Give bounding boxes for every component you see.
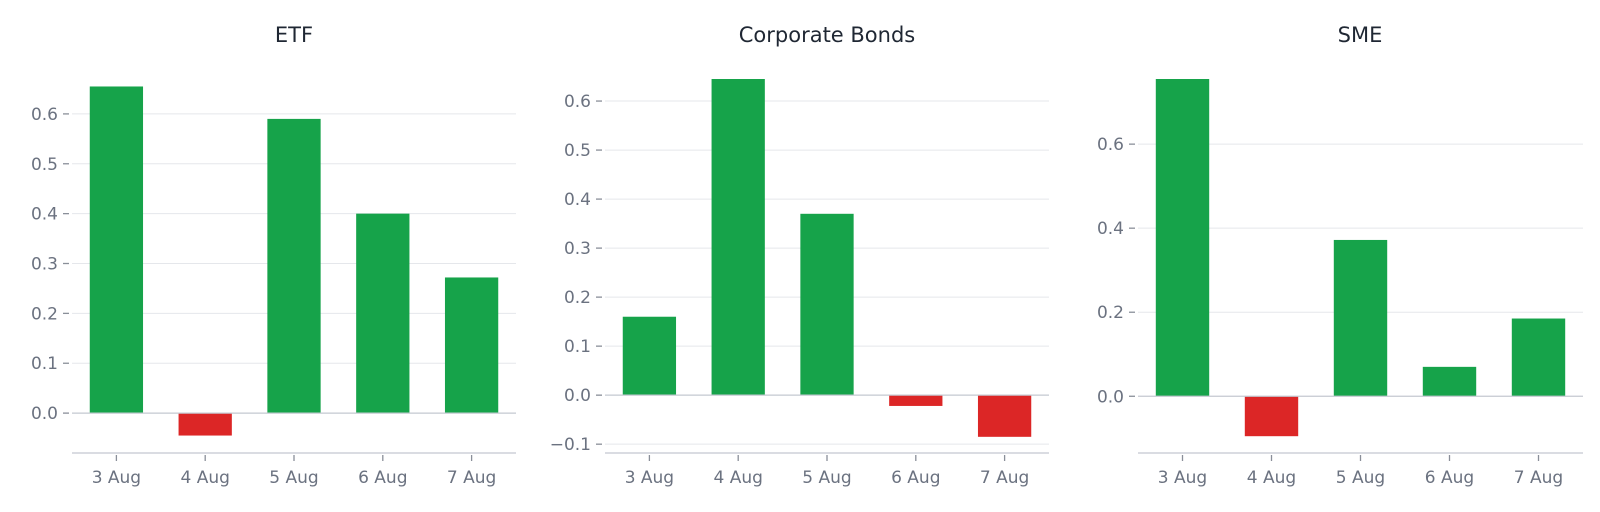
y-tick-label: 0.1 — [564, 337, 591, 357]
x-tick-label: 5 Aug — [269, 468, 318, 488]
y-tick-label: 0.3 — [31, 255, 58, 275]
y-tick-label: 0.2 — [1097, 303, 1124, 323]
y-tick-label: 0.4 — [564, 190, 591, 210]
axes: −0.1 0.0 0.1 0.2 0.3 0.4 0.5 0.6 3 Aug 4 Aug 5 Aug… — [550, 92, 1049, 488]
chart-panel-sme: SME 0.0 0.2 0.4 0.6 3 Aug 4 Aug 5 Aug 6 Aug 7 Au… — [1066, 0, 1600, 512]
x-tick-label: 3 Aug — [1158, 468, 1207, 488]
chart-sme: SME 0.0 0.2 0.4 0.6 3 Aug 4 Aug 5 Aug 6 Aug 7 Au… — [1097, 23, 1583, 488]
x-tick-label: 6 Aug — [1425, 468, 1474, 488]
y-tick-label: 0.5 — [564, 141, 591, 161]
bar — [1422, 366, 1477, 397]
chart-panel-etf: ETF 0.0 0.1 0.2 0.3 0.4 0.5 0.6 3 Aug 4 Aug 5 Aug… — [0, 0, 533, 512]
y-tick-label: 0.4 — [1097, 219, 1124, 239]
chart-title: ETF — [275, 23, 313, 47]
x-tick-label: 4 Aug — [180, 468, 229, 488]
chart-title: SME — [1338, 23, 1383, 47]
chart-corporate-bonds: Corporate Bonds −0.1 0.0 0.1 0.2 0.3 0.4 0.5 0.… — [550, 23, 1049, 488]
y-tick-label: 0.6 — [31, 105, 58, 125]
bar — [178, 413, 232, 436]
chart-etf: ETF 0.0 0.1 0.2 0.3 0.4 0.5 0.6 3 Aug 4 Aug 5 Aug… — [31, 23, 516, 488]
bar — [1155, 79, 1210, 397]
bar — [977, 395, 1032, 437]
x-tick-label: 3 Aug — [92, 468, 141, 488]
bars — [89, 86, 499, 436]
bar — [622, 316, 677, 396]
chart-panel-corporate-bonds: Corporate Bonds −0.1 0.0 0.1 0.2 0.3 0.4 0.5 0.… — [533, 0, 1066, 512]
bar — [356, 213, 410, 414]
chart-title: Corporate Bonds — [739, 23, 916, 47]
x-tick-label: 7 Aug — [980, 468, 1029, 488]
x-tick-label: 4 Aug — [713, 468, 762, 488]
bars — [622, 79, 1032, 437]
y-tick-label: 0.0 — [1097, 387, 1124, 407]
y-tick-label: 0.6 — [1097, 135, 1124, 155]
y-tick-label: 0.3 — [564, 239, 591, 259]
y-tick-label: 0.2 — [564, 288, 591, 308]
x-tick-label: 7 Aug — [1514, 468, 1563, 488]
y-tick-label: 0.2 — [31, 304, 58, 324]
y-tick-label: 0.4 — [31, 205, 58, 225]
x-tick-label: 4 Aug — [1247, 468, 1296, 488]
x-tick-label: 5 Aug — [802, 468, 851, 488]
bar — [889, 395, 943, 406]
bar — [444, 277, 499, 414]
axes: 0.0 0.1 0.2 0.3 0.4 0.5 0.6 3 Aug 4 Aug 5 Aug 6 Au… — [31, 105, 516, 488]
x-tick-label: 6 Aug — [358, 468, 407, 488]
axes: 0.0 0.2 0.4 0.6 3 Aug 4 Aug 5 Aug 6 Aug 7 Aug — [1097, 135, 1583, 488]
x-tick-label: 3 Aug — [625, 468, 674, 488]
y-tick-label: 0.1 — [31, 354, 58, 374]
bar — [711, 79, 765, 396]
x-tick-label: 7 Aug — [447, 468, 496, 488]
bar — [1511, 318, 1566, 397]
y-tick-label: 0.0 — [564, 386, 591, 406]
gridlines — [605, 100, 1049, 445]
y-tick-label: 0.6 — [564, 92, 591, 112]
bar — [89, 86, 144, 414]
x-tick-label: 6 Aug — [891, 468, 940, 488]
x-tick-label: 5 Aug — [1336, 468, 1385, 488]
y-tick-label: 0.0 — [31, 404, 58, 424]
bar — [1333, 239, 1388, 397]
bars — [1155, 79, 1566, 437]
y-tick-label: −0.1 — [550, 435, 591, 455]
y-tick-label: 0.5 — [31, 155, 58, 175]
bar — [800, 213, 854, 396]
bar — [267, 118, 321, 414]
bar — [1244, 396, 1299, 437]
